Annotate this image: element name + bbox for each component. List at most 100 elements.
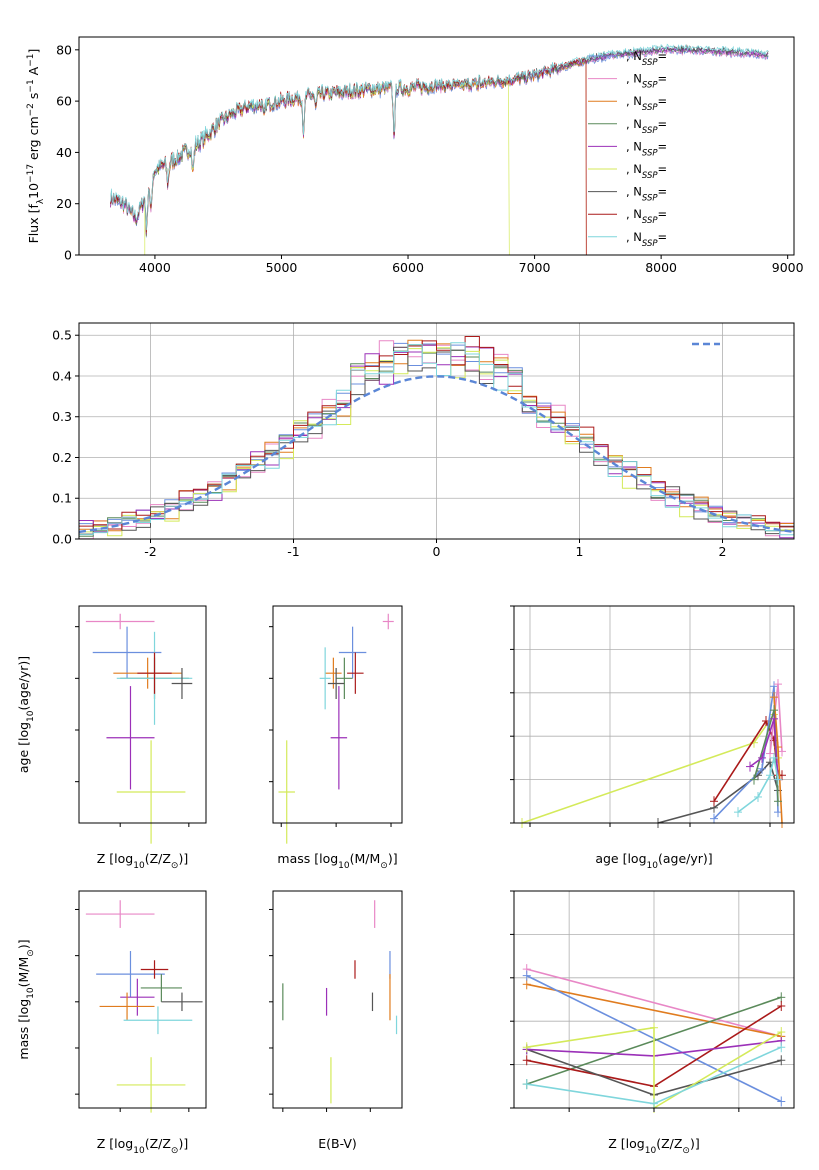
x-axis-label-part: (M/M xyxy=(350,851,381,866)
legend-entry: , NSSP= xyxy=(626,94,667,113)
weight_vs_z-panel: Z [log10(Z/Z⊙)] xyxy=(510,890,795,1156)
x-axis-label-part: (Z/Z xyxy=(145,851,171,866)
gaussian-curve xyxy=(78,375,795,534)
x-axis-label: mass [log10(M/M⊙)] xyxy=(277,851,397,871)
axes-frame xyxy=(272,890,403,1109)
legend-entry: , NSSP= xyxy=(626,72,667,91)
x-axis-label-part: (Z/Z xyxy=(656,1136,682,1151)
legend-nssp-eq: = xyxy=(658,230,668,244)
x-tick-label: 1 xyxy=(576,544,584,559)
x-axis-label-part: 10 xyxy=(133,861,145,871)
y-axis-label-part: ⊙ xyxy=(26,949,36,957)
x-axis-label-part: 10 xyxy=(133,1146,145,1156)
legend-entry: , NSSP= xyxy=(626,162,667,181)
x-tick-label: -2 xyxy=(144,544,156,559)
y-axis-label: mass [log10(M/M⊙)] xyxy=(16,939,36,1059)
x-axis-label: Z [log10(Z/Z⊙)] xyxy=(608,1136,699,1156)
y-axis-label: age [log10(age/yr)] xyxy=(16,656,36,773)
x-axis-label-part: )] xyxy=(178,851,188,866)
y-axis-label-part: erg cm xyxy=(26,116,41,164)
y-axis-label-part: −17 xyxy=(26,164,36,183)
legend-nssp-eq: = xyxy=(658,162,668,176)
x-axis-label-part: 10 xyxy=(647,861,659,871)
x-axis-label-part: (age/yr)] xyxy=(658,851,713,866)
legend-nssp-prefix: , N xyxy=(626,49,642,63)
y-axis-label-part: −1 xyxy=(26,79,36,92)
x-axis-label: age [log10(age/yr)] xyxy=(595,851,712,871)
y-axis-label-part: 10 xyxy=(26,710,36,722)
legend-nssp-eq: = xyxy=(658,117,668,131)
legend-nssp-prefix: , N xyxy=(626,117,642,131)
y-tick-label: 60 xyxy=(56,94,72,109)
y-tick-label: 0.4 xyxy=(52,368,72,383)
y-axis-label: Flux [fλ10−17 erg cm−2 s−1 A−1] xyxy=(26,49,46,244)
spectrum-panel: 4000 5000 6000 7000 8000 9000 0 20 40 60 80 Flux [f… xyxy=(26,36,804,275)
y-axis-label-part: −1 xyxy=(26,54,36,67)
axes-frame xyxy=(78,605,207,824)
y-tick-label: 40 xyxy=(56,145,72,160)
mass_vs_z-panel: Z [log10(Z/Z⊙)]mass [log10(M/M⊙)] xyxy=(16,890,207,1156)
x-axis-label-part: 10 xyxy=(645,1146,657,1156)
legend-nssp-sub: SSP xyxy=(642,216,658,226)
legend-nssp-prefix: , N xyxy=(626,230,642,244)
y-axis-label-part: 10 xyxy=(26,183,41,199)
legend-nssp-sub: SSP xyxy=(642,81,658,91)
legend-nssp-prefix: , N xyxy=(626,94,642,108)
age_vs_mass-panel: mass [log10(M/M⊙)] xyxy=(269,605,403,871)
x-axis-label-part: ⊙ xyxy=(682,1146,690,1156)
legend-entry: , NSSP= xyxy=(626,117,667,136)
x-axis-label-part: ⊙ xyxy=(171,1146,179,1156)
legend-nssp-sub: SSP xyxy=(642,194,658,204)
y-tick-label: 0 xyxy=(64,248,72,263)
legend-entry: , NSSP= xyxy=(626,207,667,226)
x-axis-label-part: Z [log xyxy=(608,1136,644,1151)
legend-entry: , NSSP= xyxy=(626,185,667,204)
y-tick-label: 0.5 xyxy=(52,328,72,343)
x-axis-label-part: 10 xyxy=(338,861,350,871)
y-axis-label-part: λ xyxy=(36,198,46,204)
histogram-chabrier_stelib xyxy=(79,346,794,535)
x-tick-label: 8000 xyxy=(645,260,677,275)
legend-nssp-sub: SSP xyxy=(642,171,658,181)
x-tick-label: 0 xyxy=(433,544,441,559)
legend-nssp-eq: = xyxy=(658,139,668,153)
legend-nssp-sub: SSP xyxy=(642,148,658,158)
legend-nssp-sub: SSP xyxy=(642,239,658,249)
y-axis-label-part: s xyxy=(26,93,41,104)
y-axis-label-part: −2 xyxy=(26,103,36,116)
legend-nssp-sub: SSP xyxy=(642,103,658,113)
x-tick-label: 5000 xyxy=(266,260,298,275)
y-tick-label: 0.2 xyxy=(52,450,72,465)
y-axis-label-part: (M/M xyxy=(16,957,31,988)
x-tick-label: 2 xyxy=(719,544,727,559)
weight-line-salpeter_elodie xyxy=(749,718,779,780)
y-tick-label: 20 xyxy=(56,196,72,211)
legend-nssp-eq: = xyxy=(658,49,668,63)
legend-nssp-prefix: , N xyxy=(626,207,642,221)
histogram-kroupa_stelib xyxy=(79,342,794,536)
legend-nssp-sub: SSP xyxy=(642,58,658,68)
legend-entry: , NSSP= xyxy=(626,230,667,249)
legend-nssp-eq: = xyxy=(658,185,668,199)
mass_vs_ebv-panel: E(B-V) xyxy=(269,890,403,1151)
histogram-salpeter_stelib xyxy=(79,336,794,530)
axes-frame xyxy=(272,605,403,824)
x-axis-label-part: ⊙ xyxy=(380,861,388,871)
x-axis-label-part: Z [log xyxy=(97,851,133,866)
y-axis-label-part: 10 xyxy=(26,987,36,999)
legend-nssp-prefix: , N xyxy=(626,162,642,176)
legend-nssp-prefix: , N xyxy=(626,185,642,199)
x-tick-label: 9000 xyxy=(772,260,804,275)
x-axis-label: E(B-V) xyxy=(318,1136,357,1151)
x-tick-label: 4000 xyxy=(139,260,171,275)
x-axis-label-part: ⊙ xyxy=(171,861,179,871)
x-axis-label-part: )] xyxy=(388,851,398,866)
weight-line-kroupa_elodie xyxy=(526,1026,782,1110)
age_vs_z-panel: Z [log10(Z/Z⊙)]age [log10(age/yr)] xyxy=(16,605,207,871)
y-axis-label-part: A xyxy=(26,66,41,79)
x-axis-label-part: mass [log xyxy=(277,851,338,866)
axes-frame xyxy=(78,36,795,256)
x-axis-label-part: )] xyxy=(690,1136,700,1151)
y-axis-label-part: mass [log xyxy=(16,999,31,1060)
